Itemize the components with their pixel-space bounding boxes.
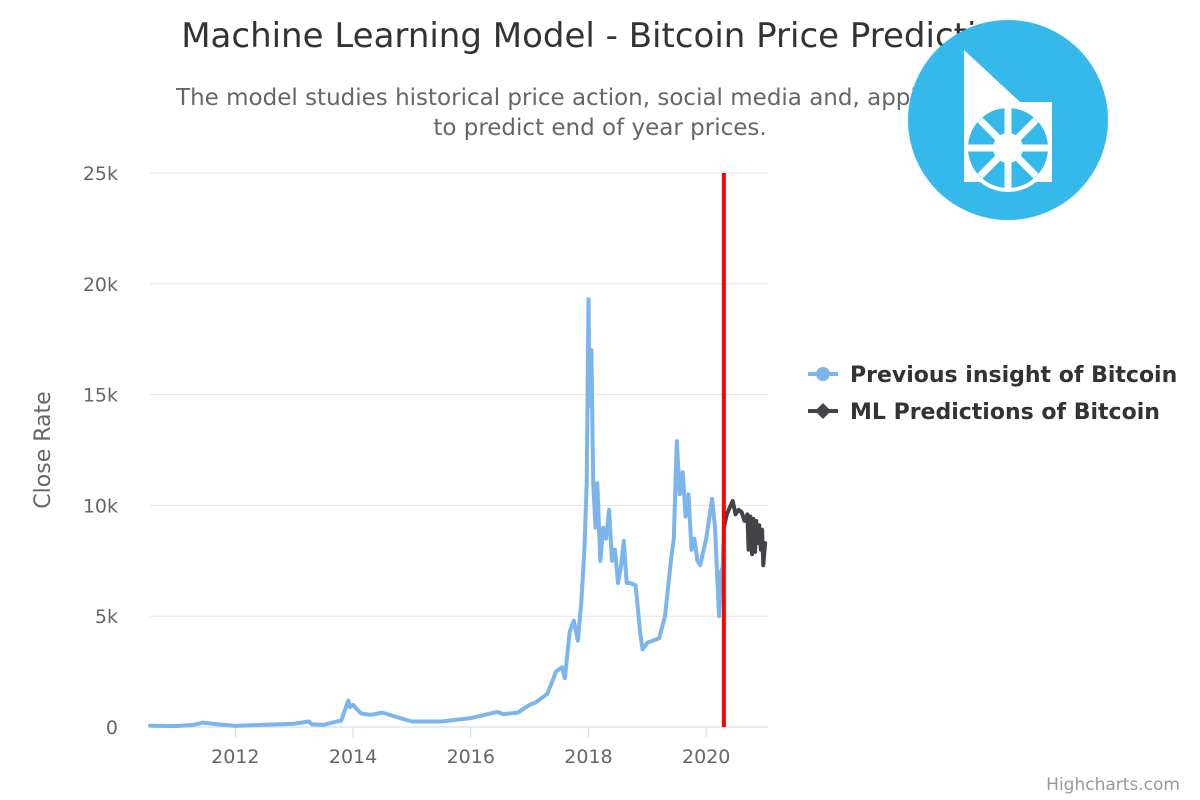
y-tick-label: 25k (83, 163, 118, 185)
chart-subtitle-line-1: The model studies historical price actio… (175, 85, 1018, 111)
series-line-predictions[interactable] (721, 499, 768, 568)
y-tick-label: 5k (95, 606, 118, 628)
legend-item-predictions[interactable]: ML Predictions of Bitcoin (808, 400, 1160, 425)
x-tick-label: 2014 (329, 746, 377, 768)
y-tick-label: 0 (106, 717, 118, 739)
brand-logo-icon (908, 20, 1108, 220)
legend-marker-predictions-icon (815, 403, 831, 419)
x-tick-label: 2020 (682, 746, 730, 768)
credits-link[interactable]: Highcharts.com (1046, 775, 1180, 795)
series-layer (148, 297, 768, 729)
legend-label-previous: Previous insight of Bitcoin (850, 363, 1177, 388)
x-tick-label: 2018 (564, 746, 612, 768)
legend-item-previous[interactable]: Previous insight of Bitcoin (808, 363, 1177, 388)
y-tick-label: 10k (83, 495, 118, 517)
x-axis-ticks: 2012 2014 2016 2018 2020 (211, 727, 730, 768)
x-tick-label: 2016 (447, 746, 495, 768)
y-tick-label: 20k (83, 274, 118, 296)
chart-title: Machine Learning Model - Bitcoin Price P… (181, 16, 1019, 56)
x-tick-label: 2012 (211, 746, 259, 768)
series-line-previous[interactable] (148, 297, 726, 729)
legend: Previous insight of Bitcoin ML Predictio… (808, 363, 1177, 425)
y-tick-label: 15k (83, 385, 118, 407)
y-axis-label: Close Rate (31, 391, 56, 508)
chart-subtitle-line-2: to predict end of year prices. (433, 115, 766, 141)
legend-label-predictions: ML Predictions of Bitcoin (850, 400, 1160, 425)
y-axis-ticks: 0 5k 10k 15k 20k 25k (83, 163, 118, 739)
legend-marker-previous-icon (816, 367, 830, 381)
